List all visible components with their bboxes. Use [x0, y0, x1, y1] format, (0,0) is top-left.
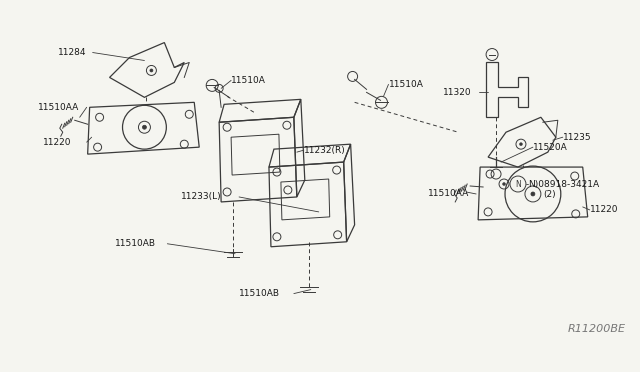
- Text: 11232(R): 11232(R): [304, 146, 346, 155]
- Circle shape: [143, 125, 147, 129]
- Circle shape: [531, 192, 535, 196]
- Circle shape: [520, 143, 522, 146]
- Text: N: N: [515, 180, 521, 189]
- Text: R11200BE: R11200BE: [568, 324, 626, 334]
- Text: 11284: 11284: [58, 48, 86, 57]
- Text: 11320: 11320: [444, 88, 472, 97]
- Text: 11510A: 11510A: [231, 76, 266, 85]
- Text: (2): (2): [543, 190, 556, 199]
- Circle shape: [150, 69, 153, 72]
- Text: 11510A: 11510A: [388, 80, 423, 89]
- Text: 11220: 11220: [589, 205, 618, 214]
- Text: 11510AB: 11510AB: [115, 239, 156, 248]
- Text: 11510AA: 11510AA: [428, 189, 470, 199]
- Text: N)08918-3421A: N)08918-3421A: [528, 180, 599, 189]
- Text: 11233(L): 11233(L): [181, 192, 222, 202]
- Text: 11510AB: 11510AB: [239, 289, 280, 298]
- Circle shape: [502, 183, 506, 186]
- Text: 11520A: 11520A: [533, 142, 568, 152]
- Text: 11220: 11220: [43, 138, 71, 147]
- Text: 11235: 11235: [563, 133, 591, 142]
- Text: 11510AA: 11510AA: [38, 103, 79, 112]
